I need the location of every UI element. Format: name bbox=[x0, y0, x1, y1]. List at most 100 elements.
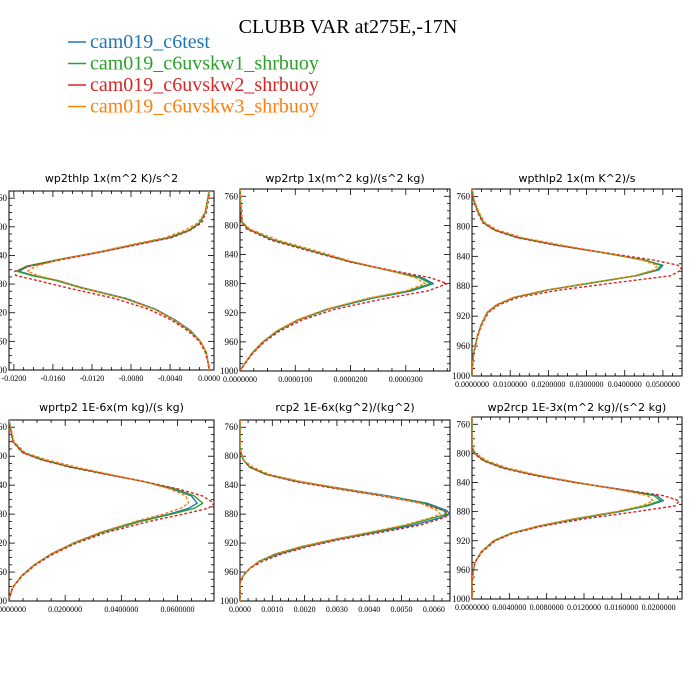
series-line-3 bbox=[472, 189, 682, 376]
y-tick-label: 800 bbox=[0, 451, 8, 461]
panel-2: wp2rtp 1x(m^2 kg)/(s^2 kg) 760 800 840 880 92… bbox=[220, 172, 451, 384]
y-tick-label: 880 bbox=[225, 509, 239, 519]
y-tick-label: 840 bbox=[0, 480, 8, 490]
series-line-3 bbox=[14, 191, 210, 370]
series-group bbox=[14, 191, 210, 370]
x-tick-label: 0.0010 bbox=[261, 605, 283, 614]
panel-title: wpthlp2 1x(m K^2)/s bbox=[519, 172, 636, 185]
x-tick-label: 0.0020 bbox=[294, 605, 316, 614]
series-group bbox=[472, 189, 682, 376]
y-tick-label: 840 bbox=[457, 251, 471, 261]
series-line-2 bbox=[240, 420, 448, 601]
series-group bbox=[240, 420, 450, 601]
series-line-2 bbox=[9, 420, 204, 601]
x-tick-label: 0.0000200 bbox=[334, 375, 368, 384]
series-line-2 bbox=[472, 189, 662, 376]
y-tick-label: 800 bbox=[0, 222, 8, 232]
x-tick-label: 0.0200000 bbox=[48, 605, 82, 614]
x-tick-label: 0.0100000 bbox=[493, 380, 527, 389]
y-tick-label: 760 bbox=[225, 191, 239, 201]
series-group bbox=[472, 417, 680, 599]
series-line-1 bbox=[472, 189, 664, 376]
y-tick-label: 800 bbox=[457, 221, 471, 231]
plot-frame bbox=[239, 419, 451, 602]
series-line-3 bbox=[9, 420, 214, 601]
y-tick-label: 960 bbox=[457, 341, 471, 351]
y-tick-label: 960 bbox=[225, 337, 239, 347]
x-tick-label: 0.0200000 bbox=[531, 380, 565, 389]
x-tick-label: 0.0200000 bbox=[642, 603, 676, 612]
panel-title: rcp2 1E-6x(kg^2)/(kg^2) bbox=[275, 401, 414, 414]
series-line-1 bbox=[240, 420, 450, 601]
y-tick-label: 840 bbox=[0, 250, 8, 260]
figure-title: CLUBB VAR at275E,-17N bbox=[239, 16, 458, 38]
series-line-1 bbox=[18, 191, 210, 370]
y-tick-label: 880 bbox=[225, 279, 239, 289]
series-line-4 bbox=[472, 189, 658, 376]
series-line-2 bbox=[16, 191, 210, 370]
y-tick-label: 760 bbox=[225, 422, 239, 432]
x-tick-label: 0.0000000 bbox=[0, 605, 26, 614]
series-line-4 bbox=[26, 191, 210, 370]
x-tick-label: 0.0000100 bbox=[278, 375, 312, 384]
y-tick-label: 1000 bbox=[220, 596, 239, 606]
panel-5: rcp2 1E-6x(kg^2)/(kg^2) 760 800 840 880 920 96… bbox=[220, 401, 451, 614]
legend-entry: cam019_c6test bbox=[90, 31, 210, 53]
series-line-4 bbox=[240, 420, 442, 601]
y-tick-label: 1000 bbox=[452, 371, 471, 381]
series-line-3 bbox=[240, 189, 448, 371]
series-line-4 bbox=[9, 420, 190, 601]
y-tick-label: 920 bbox=[225, 538, 239, 548]
x-tick-label: 0.0120000 bbox=[567, 603, 601, 612]
panel-6: wp2rcp 1E-3x(m^2 kg)/(s^2 kg) 760 800 840 88… bbox=[452, 401, 683, 612]
y-tick-label: 920 bbox=[225, 308, 239, 318]
x-tick-label: 0.0030 bbox=[326, 605, 348, 614]
y-tick-label: 800 bbox=[225, 220, 239, 230]
y-tick-label: 800 bbox=[225, 451, 239, 461]
y-tick-label: 880 bbox=[0, 279, 8, 289]
panel-1: wp2thlp 1x(m^2 K)/s^2 760 800 840 880 920 960 1… bbox=[0, 172, 220, 383]
series-group bbox=[240, 189, 448, 371]
x-tick-label: 0.0040 bbox=[358, 605, 380, 614]
y-tick-label: 840 bbox=[457, 478, 471, 488]
panel-title: wprtp2 1E-6x(m kg)/(s kg) bbox=[39, 401, 184, 414]
y-tick-label: 960 bbox=[0, 336, 8, 346]
legend-entry: cam019_c6uvskw2_shrbuoy bbox=[90, 74, 319, 96]
x-tick-label: -0.0120 bbox=[80, 374, 105, 383]
y-tick-label: 760 bbox=[457, 191, 471, 201]
y-tick-label: 760 bbox=[0, 193, 8, 203]
y-tick-label: 760 bbox=[457, 419, 471, 429]
legend-entry: cam019_c6uvskw1_shrbuoy bbox=[90, 53, 319, 75]
x-tick-label: 0.0050 bbox=[391, 605, 413, 614]
panel-title: wp2rtp 1x(m^2 kg)/(s^2 kg) bbox=[265, 172, 424, 185]
y-tick-label: 1000 bbox=[452, 594, 471, 604]
legend: cam019_c6testcam019_c6uvskw1_shrbuoycam0… bbox=[68, 31, 319, 118]
legend-entry: cam019_c6uvskw3_shrbuoy bbox=[90, 96, 319, 118]
series-line-2 bbox=[472, 417, 662, 599]
x-tick-label: 0.0000 bbox=[229, 605, 251, 614]
series-line-1 bbox=[240, 189, 435, 371]
y-tick-label: 880 bbox=[457, 507, 471, 517]
plot-frame bbox=[8, 419, 215, 602]
x-tick-label: 0.0080000 bbox=[530, 603, 564, 612]
panel-3: wpthlp2 1x(m K^2)/s 760 800 840 880 920 960 100… bbox=[452, 172, 683, 389]
series-line-1 bbox=[9, 420, 198, 601]
panel-title: wp2thlp 1x(m^2 K)/s^2 bbox=[45, 172, 178, 185]
x-tick-label: 0.0500000 bbox=[646, 380, 680, 389]
x-tick-label: -0.0160 bbox=[41, 374, 66, 383]
series-line-3 bbox=[240, 420, 450, 601]
plot-frame bbox=[471, 416, 683, 600]
x-tick-label: -0.0040 bbox=[158, 374, 183, 383]
y-tick-label: 840 bbox=[225, 250, 239, 260]
x-tick-label: 0.0160000 bbox=[604, 603, 638, 612]
x-tick-label: 0.0000000 bbox=[455, 380, 489, 389]
x-tick-label: 0.0400000 bbox=[608, 380, 642, 389]
y-tick-label: 960 bbox=[457, 565, 471, 575]
y-tick-label: 920 bbox=[457, 536, 471, 546]
x-tick-label: 0.0000 bbox=[198, 374, 220, 383]
series-line-3 bbox=[472, 417, 680, 599]
panel-4: wprtp2 1E-6x(m kg)/(s kg) 760 800 840 880 920… bbox=[0, 401, 215, 614]
x-tick-label: -0.0080 bbox=[119, 374, 144, 383]
series-line-4 bbox=[472, 417, 654, 599]
